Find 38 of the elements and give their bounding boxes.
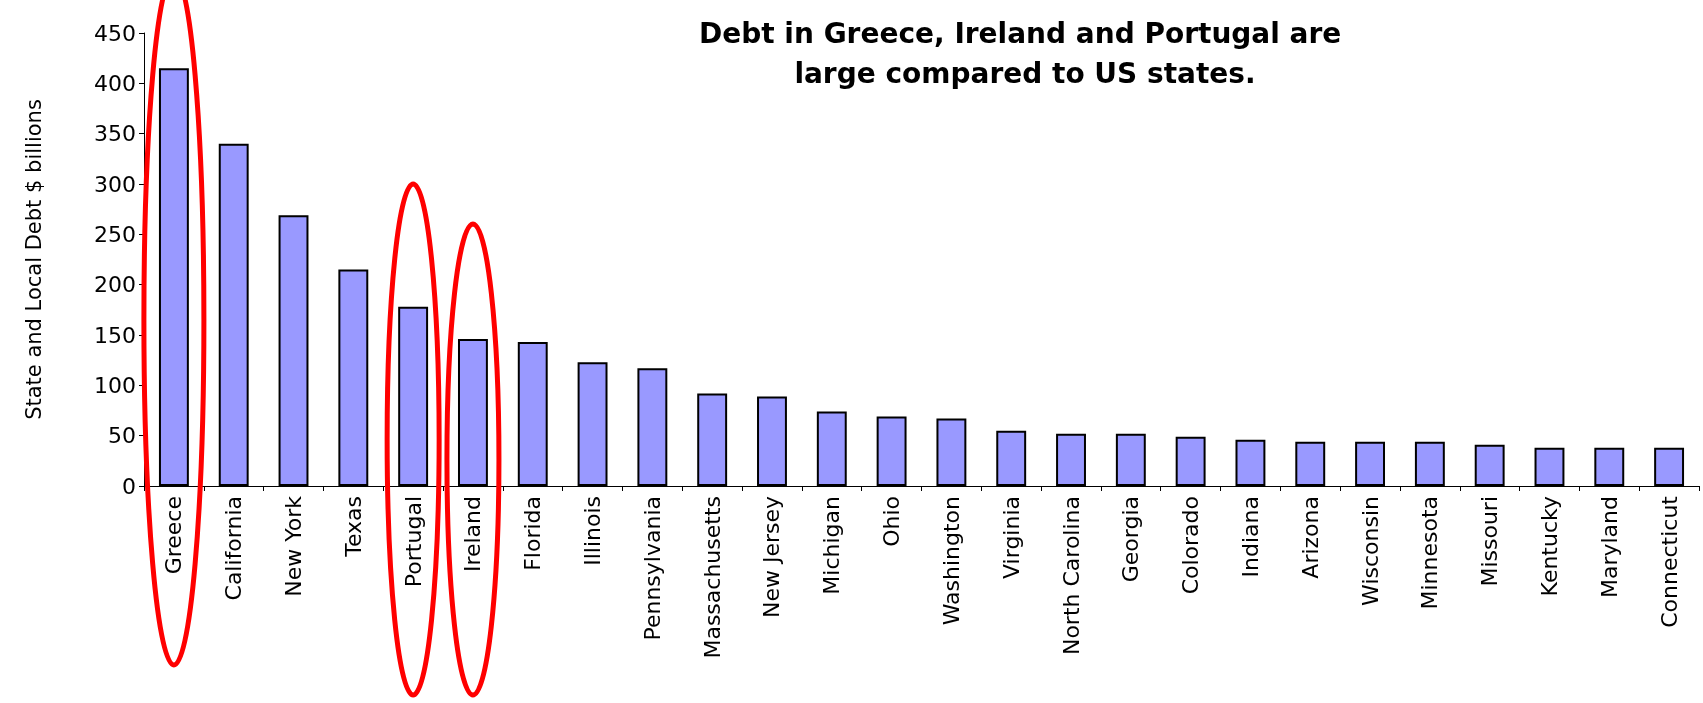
x-tick-label: Pennsylvania bbox=[639, 496, 665, 641]
x-tick-label: Indiana bbox=[1237, 496, 1263, 578]
x-tick-label: North Carolina bbox=[1058, 496, 1084, 656]
x-tick-label: Florida bbox=[520, 496, 546, 571]
y-tick-label: 300 bbox=[94, 171, 136, 197]
x-tick-label: Washington bbox=[938, 496, 964, 626]
chart-title: Debt in Greece, Ireland and Portugal are large compared to US states. bbox=[698, 16, 1352, 90]
x-tick-label: Portugal bbox=[400, 496, 426, 588]
x-tick-label: Ireland bbox=[460, 496, 486, 573]
x-tick-label: Connecticut bbox=[1656, 495, 1682, 628]
x-tick-label: New Jersey bbox=[759, 496, 785, 619]
x-tick-label: Missouri bbox=[1477, 496, 1503, 587]
y-tick-label: 0 bbox=[122, 473, 136, 499]
x-tick-label: Texas bbox=[340, 496, 366, 558]
x-tick-label: Greece bbox=[161, 496, 187, 575]
x-tick-label: Michigan bbox=[819, 496, 845, 595]
x-tick-label: Colorado bbox=[1178, 496, 1204, 595]
y-tick-label: 100 bbox=[94, 372, 136, 398]
y-tick-label: 250 bbox=[94, 221, 136, 247]
x-tick-label: California bbox=[221, 496, 247, 601]
x-tick-label: Virginia bbox=[998, 496, 1024, 579]
x-tick-label: Georgia bbox=[1118, 496, 1144, 583]
y-tick-label: 200 bbox=[94, 272, 136, 298]
x-tick-label: Maryland bbox=[1596, 496, 1622, 599]
x-tick-label: Minnesota bbox=[1417, 496, 1443, 610]
y-tick-label: 450 bbox=[94, 20, 136, 46]
y-tick-label: 150 bbox=[94, 322, 136, 348]
x-tick-label: Kentucky bbox=[1536, 496, 1562, 597]
y-tick-label: 350 bbox=[94, 121, 136, 147]
y-tick-label: 50 bbox=[108, 423, 136, 449]
x-tick-label: Massachusetts bbox=[699, 496, 725, 659]
x-tick-label: Wisconsin bbox=[1357, 496, 1383, 606]
x-tick-label: Illinois bbox=[580, 496, 606, 566]
y-axis-title: State and Local Debt $ billions bbox=[21, 99, 46, 420]
x-tick-label: New York bbox=[281, 495, 307, 597]
x-tick-label: Ohio bbox=[879, 496, 905, 547]
y-tick-label: 400 bbox=[94, 70, 136, 96]
x-tick-label: Arizona bbox=[1297, 496, 1323, 579]
